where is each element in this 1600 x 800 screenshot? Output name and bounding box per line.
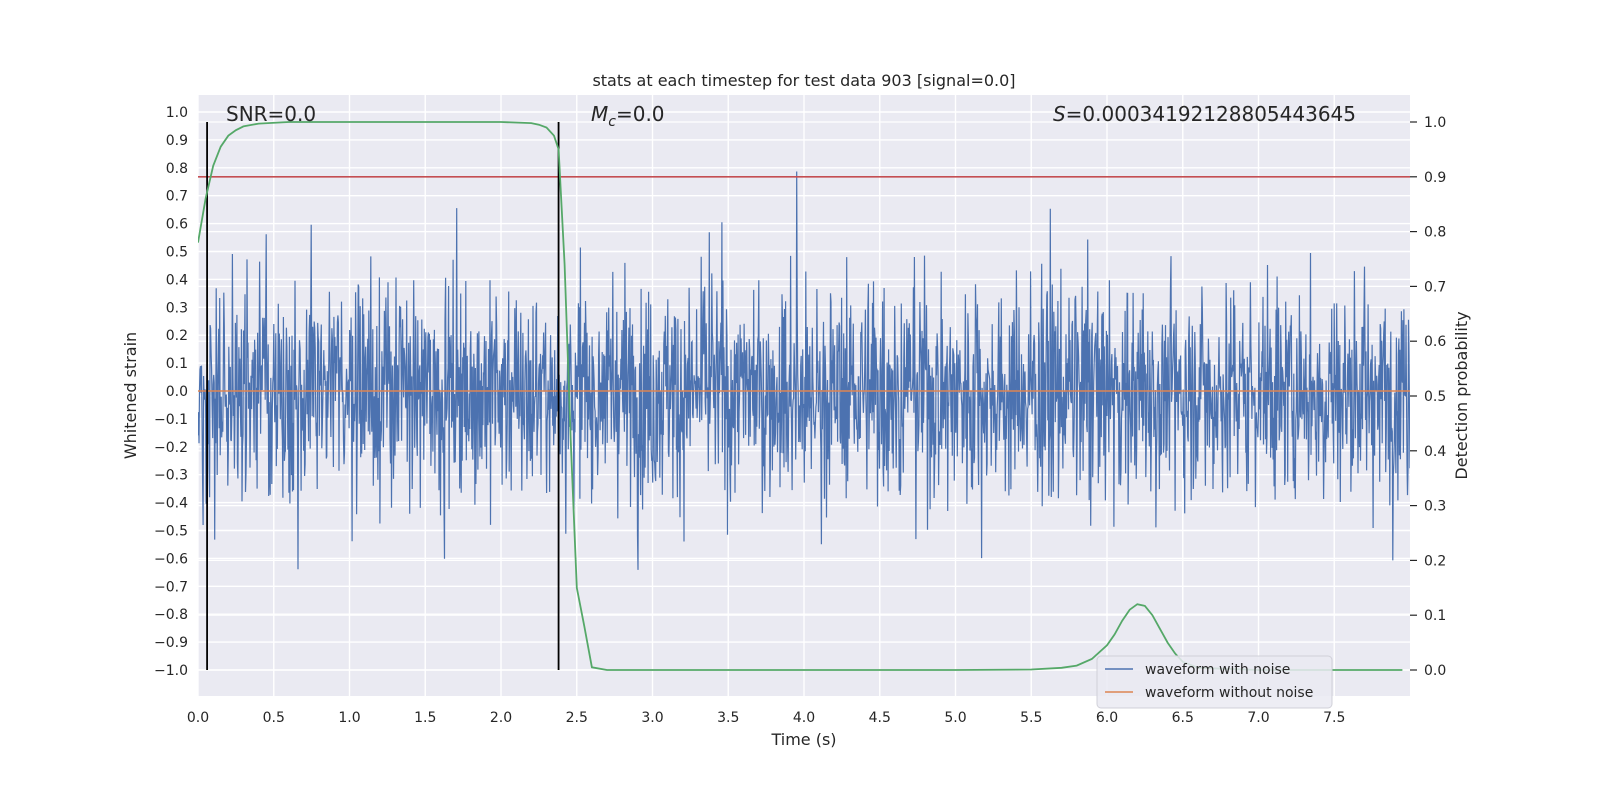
y-tick-label: 0.6 bbox=[166, 217, 188, 233]
snr-annotation: SNR=0.0 bbox=[226, 102, 316, 126]
y-right-tick-label: 0.3 bbox=[1424, 499, 1446, 515]
x-axis-ticks: 0.0 0.5 1.0 1.5 2.0 2.5 3.0 3.5 4.0 4.5 5.0 5.5 6.0 6… bbox=[187, 710, 1346, 726]
y-tick-label: −0.6 bbox=[154, 551, 188, 567]
y-right-tick-label: 0.6 bbox=[1424, 334, 1446, 350]
y-tick-label: −0.4 bbox=[154, 496, 188, 512]
y-tick-label: −0.1 bbox=[154, 412, 188, 428]
detection-probability-line bbox=[198, 121, 1403, 671]
x-tick-label: 2.5 bbox=[566, 710, 588, 726]
plot-area bbox=[198, 121, 1410, 671]
x-tick-label: 1.5 bbox=[414, 710, 436, 726]
y-tick-label: −0.5 bbox=[154, 524, 188, 540]
s-symbol: S bbox=[1053, 102, 1066, 126]
y-tick-label: −0.9 bbox=[154, 635, 188, 651]
legend-label-noise: waveform with noise bbox=[1145, 662, 1290, 678]
x-tick-label: 5.5 bbox=[1020, 710, 1042, 726]
mc-value: =0.0 bbox=[616, 102, 665, 126]
x-tick-label: 3.5 bbox=[717, 710, 739, 726]
y-right-axis-label: Detection probability bbox=[1452, 311, 1471, 479]
s-value: =0.00034192128805443645 bbox=[1066, 102, 1356, 126]
y-tick-label: 0.1 bbox=[166, 356, 188, 372]
y-tick-label: 0.5 bbox=[166, 245, 188, 261]
mc-subscript: c bbox=[608, 114, 616, 130]
x-tick-label: 2.0 bbox=[490, 710, 512, 726]
waveform-with-noise-line bbox=[198, 171, 1410, 570]
x-tick-label: 1.0 bbox=[338, 710, 360, 726]
series-layer bbox=[198, 121, 1410, 671]
y-right-tick-label: 0.2 bbox=[1424, 553, 1446, 569]
y-tick-label: −0.2 bbox=[154, 440, 188, 456]
y-right-tick-label: 0.8 bbox=[1424, 225, 1446, 241]
y-tick-label: 1.0 bbox=[166, 105, 188, 121]
mc-symbol: M bbox=[591, 102, 608, 126]
y-tick-label: −0.3 bbox=[154, 468, 188, 484]
y-tick-label: 0.3 bbox=[166, 300, 188, 316]
x-tick-label: 4.5 bbox=[869, 710, 891, 726]
y-right-axis-ticks: 0.0 0.1 0.2 0.3 0.4 0.5 0.6 0.7 0.8 0.9 1.0 bbox=[1410, 115, 1446, 679]
mc-annotation: Mc=0.0 bbox=[591, 102, 665, 130]
y-right-tick-label: 0.0 bbox=[1424, 663, 1446, 679]
y-right-tick-label: 0.5 bbox=[1424, 389, 1446, 405]
x-tick-label: 6.0 bbox=[1096, 710, 1118, 726]
x-tick-label: 3.0 bbox=[641, 710, 663, 726]
y-tick-label: −1.0 bbox=[154, 663, 188, 679]
y-tick-label: 0.8 bbox=[166, 161, 188, 177]
y-axis-ticks: −1.0 −0.9 −0.8 −0.7 −0.6 −0.5 −0.4 −0.3 −0.2 −0.1… bbox=[154, 105, 188, 679]
y-axis-label: Whitened strain bbox=[121, 332, 140, 459]
x-tick-label: 6.5 bbox=[1172, 710, 1194, 726]
y-tick-label: 0.7 bbox=[166, 189, 188, 205]
x-tick-label: 0.0 bbox=[187, 710, 209, 726]
x-tick-label: 0.5 bbox=[263, 710, 285, 726]
x-tick-label: 5.0 bbox=[944, 710, 966, 726]
y-tick-label: 0.2 bbox=[166, 328, 188, 344]
y-tick-label: 0.4 bbox=[166, 272, 188, 288]
legend: waveform with noise waveform without noi… bbox=[1096, 655, 1333, 709]
legend-label-clean: waveform without noise bbox=[1145, 685, 1313, 701]
s-annotation: S=0.00034192128805443645 bbox=[1053, 102, 1356, 126]
legend-box bbox=[1096, 655, 1333, 709]
waveform-with-noise-layer bbox=[198, 171, 1410, 570]
x-axis-label: Time (s) bbox=[770, 730, 836, 749]
x-tick-label: 7.0 bbox=[1247, 710, 1269, 726]
y-tick-label: 0.9 bbox=[166, 133, 188, 149]
y-tick-label: −0.7 bbox=[154, 579, 188, 595]
chart-title: stats at each timestep for test data 903… bbox=[592, 71, 1015, 90]
y-tick-label: 0.0 bbox=[166, 384, 188, 400]
x-tick-label: 4.0 bbox=[793, 710, 815, 726]
y-right-tick-label: 0.7 bbox=[1424, 279, 1446, 295]
x-tick-label: 7.5 bbox=[1323, 710, 1345, 726]
y-tick-label: −0.8 bbox=[154, 607, 188, 623]
y-right-tick-label: 0.4 bbox=[1424, 444, 1446, 460]
y-right-tick-label: 0.9 bbox=[1424, 170, 1446, 186]
y-right-tick-label: 1.0 bbox=[1424, 115, 1446, 131]
y-right-tick-label: 0.1 bbox=[1424, 608, 1446, 624]
